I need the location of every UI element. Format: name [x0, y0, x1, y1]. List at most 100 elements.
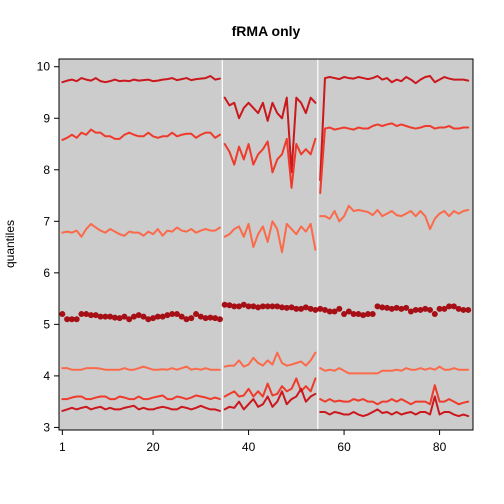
- series-median-point: [279, 304, 285, 311]
- series-median-point: [269, 303, 276, 310]
- series-q01-line: [223, 387, 317, 411]
- series-median-point: [293, 305, 300, 312]
- series-median-point: [250, 303, 257, 310]
- series-median-point: [145, 316, 152, 323]
- series-median-point: [302, 304, 309, 311]
- series-median-point: [216, 316, 223, 323]
- series-median-point: [68, 316, 75, 323]
- series-median-point: [427, 306, 434, 313]
- plot-background: [59, 59, 473, 430]
- series-median-point: [450, 303, 457, 310]
- series-median-point: [240, 301, 247, 308]
- series-q75-line: [223, 220, 317, 254]
- series-q75: [61, 204, 470, 254]
- series-median-point: [212, 315, 219, 322]
- x-tick-label: 20: [146, 440, 160, 454]
- series-median-point: [436, 305, 443, 312]
- series-median-point: [111, 314, 118, 321]
- x-tick-label: 40: [242, 440, 256, 454]
- series-median-point: [169, 311, 176, 318]
- series-median-point: [345, 308, 352, 315]
- series-median-point: [59, 311, 66, 318]
- series-median-point: [154, 313, 161, 320]
- series-median-point: [360, 312, 367, 319]
- series-median-point: [73, 316, 80, 323]
- series-median-point: [264, 303, 271, 310]
- series-median-point: [412, 306, 419, 313]
- series-median-point: [321, 306, 328, 313]
- series-q99: [61, 75, 470, 182]
- series-median-point: [126, 316, 133, 323]
- series-median-point: [465, 306, 472, 313]
- series-median-point: [403, 304, 410, 311]
- series-median-point: [441, 305, 448, 312]
- series-median-point: [197, 313, 204, 320]
- series-median-point: [150, 315, 157, 322]
- series-median-point: [384, 304, 391, 311]
- series-q99-line: [223, 96, 317, 174]
- series-q25-line: [61, 365, 221, 371]
- series-q90-line: [319, 122, 470, 194]
- series-median-point: [87, 312, 94, 319]
- series-median-point: [92, 312, 99, 319]
- y-tick-label: 9: [43, 111, 50, 125]
- series-median-point: [369, 311, 376, 318]
- series-q99-line: [319, 75, 470, 182]
- y-axis-label: quantiles: [3, 220, 17, 268]
- y-tick-label: 3: [43, 420, 50, 434]
- series-median-point: [388, 305, 395, 312]
- series-q90: [61, 122, 470, 194]
- series-median-point: [130, 313, 137, 320]
- series-median-point: [312, 306, 319, 313]
- series-median-point: [64, 316, 71, 323]
- series-median-point: [188, 315, 195, 322]
- series-median-point: [178, 313, 185, 320]
- series-median-point: [422, 305, 429, 312]
- series-median-point: [341, 311, 348, 318]
- series-q10-line: [61, 394, 221, 401]
- series-median-point: [431, 311, 438, 318]
- series-median-point: [274, 303, 281, 310]
- series-median-point: [326, 308, 333, 315]
- series-median-point: [336, 305, 343, 312]
- series-median-point: [221, 301, 228, 308]
- series-median-point: [207, 314, 214, 321]
- series-median-point: [78, 311, 85, 318]
- series-q99-line: [61, 75, 221, 84]
- x-tick-label: 60: [337, 440, 351, 454]
- series-median-point: [393, 304, 400, 311]
- series-q75-line: [319, 204, 470, 231]
- series-median-point: [298, 305, 305, 312]
- series-median-point: [83, 311, 90, 318]
- series-median-point: [107, 313, 114, 320]
- chart-title: fRMA only: [232, 23, 301, 39]
- series-median-point: [446, 303, 453, 310]
- series-median-point: [159, 313, 166, 320]
- series-q01: [61, 387, 470, 418]
- series-median-point: [193, 311, 200, 318]
- series-median-point: [350, 311, 357, 318]
- series-median-point: [183, 316, 190, 323]
- series-median-point: [417, 306, 424, 313]
- y-tick-label: 5: [43, 317, 50, 331]
- series-q90-line: [61, 128, 221, 141]
- series-median-point: [245, 303, 252, 310]
- series-median-point: [455, 305, 462, 312]
- series-median-point: [307, 305, 314, 312]
- series-median-point: [374, 303, 381, 310]
- series-median-point: [255, 304, 262, 311]
- series-median-point: [379, 304, 386, 311]
- series-median-point: [317, 305, 324, 312]
- series-median: [59, 301, 472, 323]
- series-median-point: [460, 306, 467, 313]
- series-median-point: [283, 304, 290, 311]
- series-q01-line: [61, 404, 221, 412]
- y-tick-label: 6: [43, 266, 50, 280]
- y-tick-label: 7: [43, 214, 50, 228]
- series-median-point: [407, 308, 414, 315]
- series-q25-line: [319, 365, 470, 375]
- series-median-point: [135, 312, 142, 319]
- series-median-point: [173, 311, 180, 318]
- series-median-point: [102, 313, 109, 320]
